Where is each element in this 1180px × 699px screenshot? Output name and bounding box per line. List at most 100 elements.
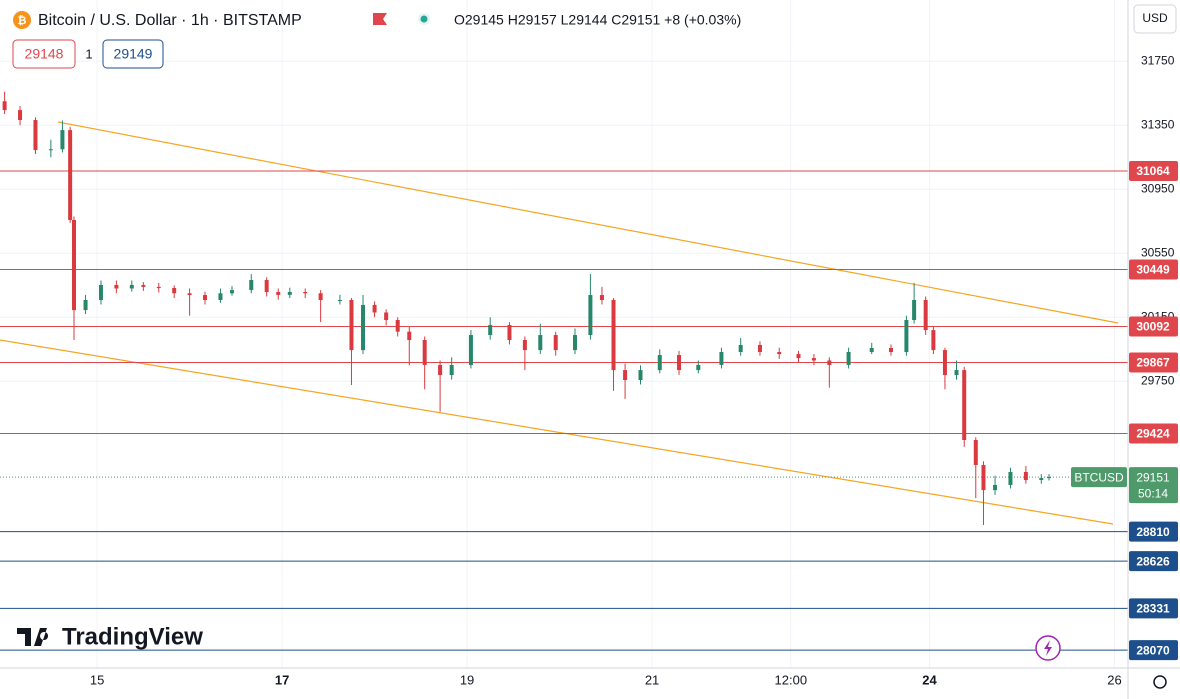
settings-icon[interactable] — [1153, 675, 1167, 689]
spread: 1 — [85, 46, 92, 61]
symbol-label: BTCUSD — [1074, 470, 1124, 484]
candles — [2, 91, 1051, 525]
candle-body — [611, 300, 616, 371]
candle-body — [83, 300, 88, 311]
candle-body — [973, 440, 978, 465]
candle-body — [156, 286, 161, 288]
candle-body — [276, 292, 281, 295]
level-label: 29867 — [1136, 356, 1170, 370]
x-tick-label: 19 — [460, 672, 474, 687]
level-label: 30092 — [1136, 320, 1170, 334]
candle-body — [572, 335, 577, 351]
x-tick-label: 12:00 — [775, 672, 808, 687]
candle-body — [623, 370, 628, 380]
candle-body — [438, 364, 443, 376]
x-tick-label: 21 — [645, 672, 659, 687]
candle-body — [129, 284, 134, 289]
chart-title: Bitcoin / U.S. Dollar · 1h · BITSTAMP — [38, 12, 302, 29]
candle-body — [318, 293, 323, 300]
candle-body — [187, 293, 192, 296]
level-label-box — [1129, 551, 1178, 572]
symbol-label-box — [1071, 467, 1127, 488]
candle-body — [588, 295, 593, 336]
candle-body — [777, 352, 782, 355]
grid — [0, 0, 1128, 668]
candle-body — [1039, 478, 1044, 480]
candle-body — [912, 300, 917, 320]
candle-body — [827, 360, 832, 365]
last-price-label: 29151 — [1136, 470, 1170, 484]
alert-glyph — [1044, 640, 1052, 656]
trend-line — [0, 339, 1114, 525]
x-tick-label: 24 — [922, 672, 937, 687]
candle-body — [538, 335, 543, 351]
y-tick-label: 31750 — [1141, 53, 1175, 67]
candle-body — [68, 130, 73, 220]
y-tick-label: 29750 — [1141, 373, 1175, 387]
candle-body — [361, 304, 366, 351]
candle-body — [599, 295, 604, 300]
status-dot — [420, 15, 428, 23]
candle-body — [33, 120, 38, 151]
candle-body — [657, 355, 662, 371]
candle-body — [719, 352, 724, 365]
candle-body — [114, 284, 119, 289]
countdown-label: 50:14 — [1138, 486, 1168, 500]
candle-body — [48, 149, 53, 151]
candle-body — [229, 290, 234, 294]
candle-body — [811, 358, 816, 361]
y-tick-label: 31350 — [1141, 117, 1175, 131]
candle-body — [468, 335, 473, 365]
candle-body — [407, 331, 412, 340]
candle-body — [384, 312, 389, 320]
candle-body — [677, 355, 682, 371]
currency: USD — [1142, 11, 1168, 25]
candle-body — [942, 350, 947, 376]
candle-body — [522, 340, 527, 351]
buy-button[interactable] — [102, 39, 164, 69]
candle-body — [738, 344, 743, 352]
candle-body — [172, 288, 177, 294]
level-label-box — [1129, 161, 1178, 182]
candle-body — [696, 364, 701, 371]
candle-body — [1008, 472, 1013, 485]
level-label-box — [1129, 316, 1178, 337]
level-label: 30449 — [1136, 263, 1170, 277]
ohlc-readout: O29145 H29157 L29144 C29151 +8 (+0.03%) — [454, 12, 741, 28]
sell-button[interactable] — [12, 39, 76, 69]
candle-body — [1046, 477, 1051, 479]
bid-price: 29148 — [25, 46, 64, 62]
y-tick-label: 30550 — [1141, 245, 1175, 259]
ask-price: 29149 — [114, 46, 153, 62]
level-label-box — [1129, 640, 1178, 661]
candle-body — [349, 300, 354, 351]
x-tick-label: 26 — [1107, 672, 1121, 687]
level-label: 28626 — [1136, 554, 1170, 568]
currency-button[interactable] — [1133, 4, 1177, 34]
x-tick-label: 15 — [90, 672, 104, 687]
level-label-box — [1129, 352, 1178, 373]
candle-body — [553, 335, 558, 351]
candle-body — [337, 300, 342, 301]
candle-body — [218, 293, 223, 300]
candle-body — [449, 364, 454, 376]
candle-body — [2, 101, 7, 111]
coin-icon — [13, 11, 31, 29]
candle-body — [904, 320, 909, 352]
level-label: 28810 — [1136, 525, 1170, 539]
candle-body — [18, 110, 23, 120]
last-price-box — [1129, 467, 1178, 504]
level-label: 31064 — [1136, 164, 1170, 178]
x-tick-label: 17 — [275, 672, 289, 687]
candle-body — [888, 348, 893, 352]
flag-icon[interactable] — [373, 13, 387, 25]
candle-body — [141, 284, 146, 287]
candle-body — [638, 370, 643, 380]
candle-body — [993, 484, 998, 491]
level-label: 29424 — [1136, 427, 1170, 441]
level-label: 28070 — [1136, 643, 1170, 657]
candle-body — [846, 352, 851, 365]
